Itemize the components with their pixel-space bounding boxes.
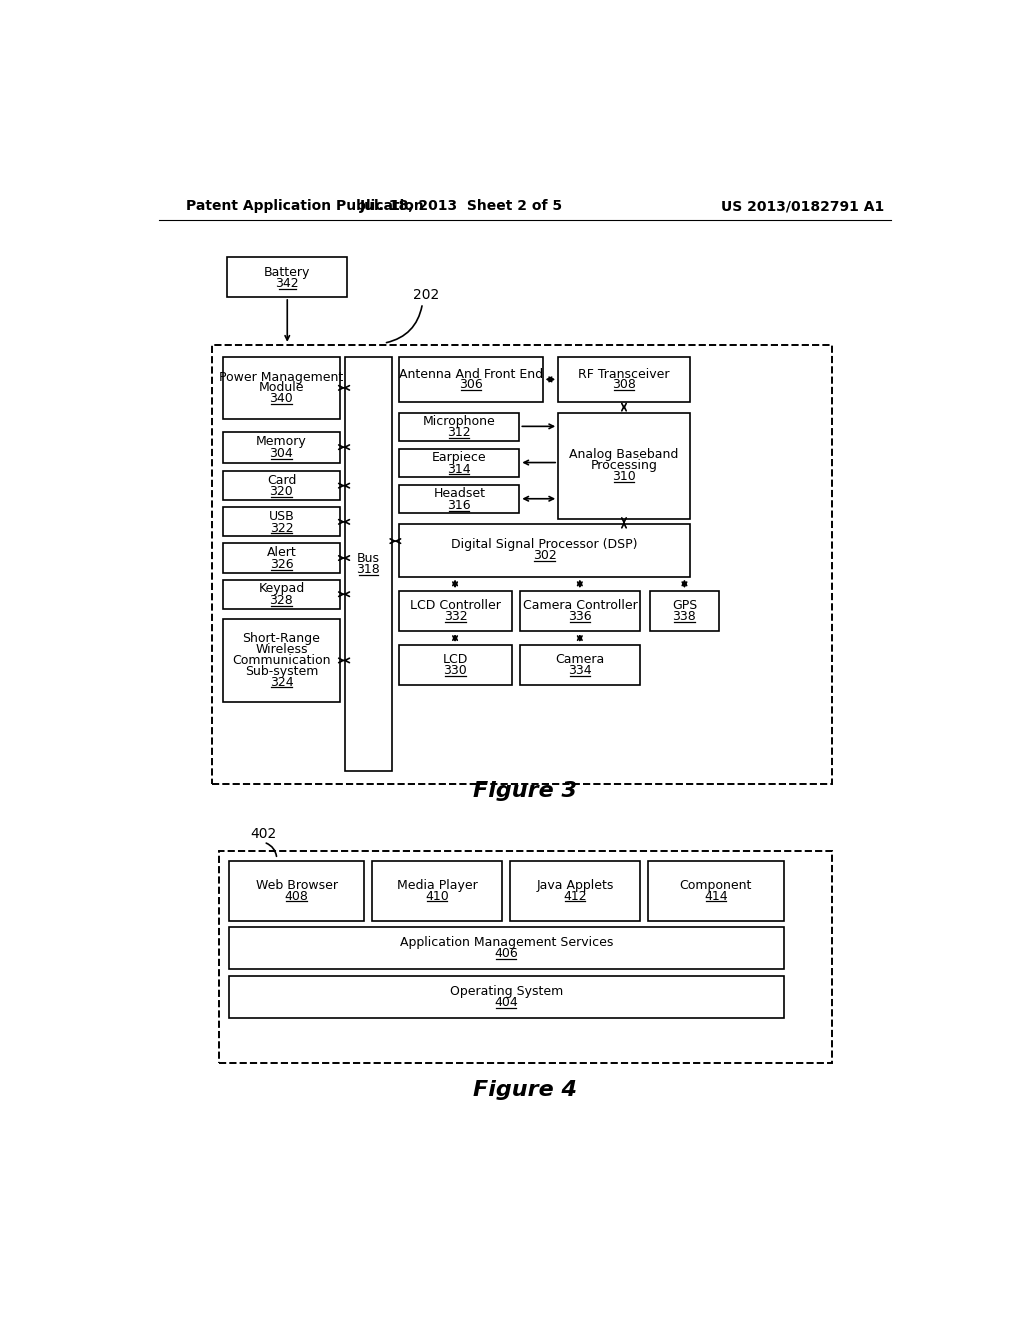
Text: 312: 312 — [447, 426, 471, 440]
Text: USB: USB — [268, 510, 294, 523]
Bar — [520, 645, 640, 685]
Text: Figure 3: Figure 3 — [473, 781, 577, 801]
Text: Communication: Communication — [232, 653, 331, 667]
Bar — [222, 619, 340, 702]
Text: 322: 322 — [269, 521, 293, 535]
Text: Java Applets: Java Applets — [537, 879, 613, 892]
Text: 336: 336 — [568, 610, 592, 623]
Text: Memory: Memory — [256, 436, 307, 449]
Text: Antenna And Front End: Antenna And Front End — [399, 367, 543, 380]
Text: Application Management Services: Application Management Services — [399, 936, 613, 949]
Text: Analog Baseband: Analog Baseband — [569, 449, 679, 462]
Text: Card: Card — [267, 474, 296, 487]
Text: US 2013/0182791 A1: US 2013/0182791 A1 — [721, 199, 884, 213]
Text: Power Management: Power Management — [219, 371, 344, 384]
Bar — [399, 449, 519, 478]
Text: Earpiece: Earpiece — [432, 451, 486, 465]
Text: 330: 330 — [443, 664, 467, 677]
Bar — [520, 591, 640, 631]
Bar — [222, 579, 340, 609]
Text: Keypad: Keypad — [258, 582, 304, 595]
Bar — [399, 591, 512, 631]
Text: Media Player: Media Player — [397, 879, 477, 892]
Text: 408: 408 — [285, 890, 308, 903]
Text: 414: 414 — [705, 890, 728, 903]
Bar — [399, 524, 690, 577]
Text: Bus: Bus — [356, 552, 380, 565]
Text: 412: 412 — [563, 890, 587, 903]
Text: Short-Range: Short-Range — [243, 632, 321, 645]
Text: 314: 314 — [447, 462, 471, 475]
Text: Module: Module — [259, 381, 304, 395]
Text: Processing: Processing — [591, 459, 657, 473]
Bar — [222, 358, 340, 418]
Text: 316: 316 — [447, 499, 471, 512]
Text: 328: 328 — [269, 594, 293, 607]
Bar — [399, 358, 543, 401]
Text: LCD: LCD — [442, 653, 468, 667]
Text: 318: 318 — [356, 564, 380, 576]
Text: Component: Component — [680, 879, 752, 892]
Bar — [558, 412, 690, 519]
Text: Figure 4: Figure 4 — [473, 1080, 577, 1100]
Text: Sub-system: Sub-system — [245, 665, 318, 677]
Text: 338: 338 — [673, 610, 696, 623]
Text: 326: 326 — [269, 557, 293, 570]
Bar — [228, 861, 365, 921]
Text: 202: 202 — [414, 289, 439, 302]
Bar — [558, 358, 690, 401]
Bar — [222, 544, 340, 573]
Text: Camera Controller: Camera Controller — [523, 599, 638, 612]
Text: Battery: Battery — [264, 265, 310, 279]
Text: Alert: Alert — [266, 546, 296, 560]
Bar — [228, 927, 783, 969]
Text: 324: 324 — [269, 676, 293, 689]
Text: 410: 410 — [425, 890, 450, 903]
Text: 340: 340 — [269, 392, 293, 405]
Bar — [222, 432, 340, 462]
Text: Digital Signal Processor (DSP): Digital Signal Processor (DSP) — [452, 539, 638, 552]
Text: Camera: Camera — [556, 653, 605, 667]
Text: 402: 402 — [251, 828, 276, 841]
Text: 334: 334 — [568, 664, 592, 677]
Text: Jul. 18, 2013  Sheet 2 of 5: Jul. 18, 2013 Sheet 2 of 5 — [359, 199, 563, 213]
Bar — [372, 861, 503, 921]
Text: 310: 310 — [612, 470, 636, 483]
Text: RF Transceiver: RF Transceiver — [579, 367, 670, 380]
Text: 404: 404 — [495, 997, 518, 1010]
Bar — [399, 645, 512, 685]
Text: GPS: GPS — [672, 599, 697, 612]
Text: 306: 306 — [459, 379, 482, 391]
Bar — [219, 851, 831, 1063]
Bar — [648, 861, 783, 921]
Text: 406: 406 — [495, 946, 518, 960]
Text: Wireless: Wireless — [255, 643, 307, 656]
Text: Microphone: Microphone — [423, 414, 496, 428]
Text: 302: 302 — [532, 549, 556, 562]
Text: 332: 332 — [443, 610, 467, 623]
Text: 342: 342 — [275, 277, 299, 289]
Text: 304: 304 — [269, 446, 293, 459]
Bar — [228, 977, 783, 1019]
Text: Operating System: Operating System — [450, 986, 563, 998]
Text: Headset: Headset — [433, 487, 485, 500]
Bar — [510, 861, 640, 921]
Text: LCD Controller: LCD Controller — [410, 599, 501, 612]
Bar — [399, 484, 519, 513]
Bar — [649, 591, 719, 631]
Bar — [222, 471, 340, 500]
Bar — [227, 257, 347, 297]
Bar — [399, 412, 519, 441]
Text: Web Browser: Web Browser — [256, 879, 338, 892]
Bar — [345, 358, 391, 771]
Text: 320: 320 — [269, 486, 293, 499]
Text: 308: 308 — [612, 379, 636, 391]
Bar — [222, 507, 340, 536]
Bar — [212, 345, 831, 784]
Text: Patent Application Publication: Patent Application Publication — [186, 199, 424, 213]
